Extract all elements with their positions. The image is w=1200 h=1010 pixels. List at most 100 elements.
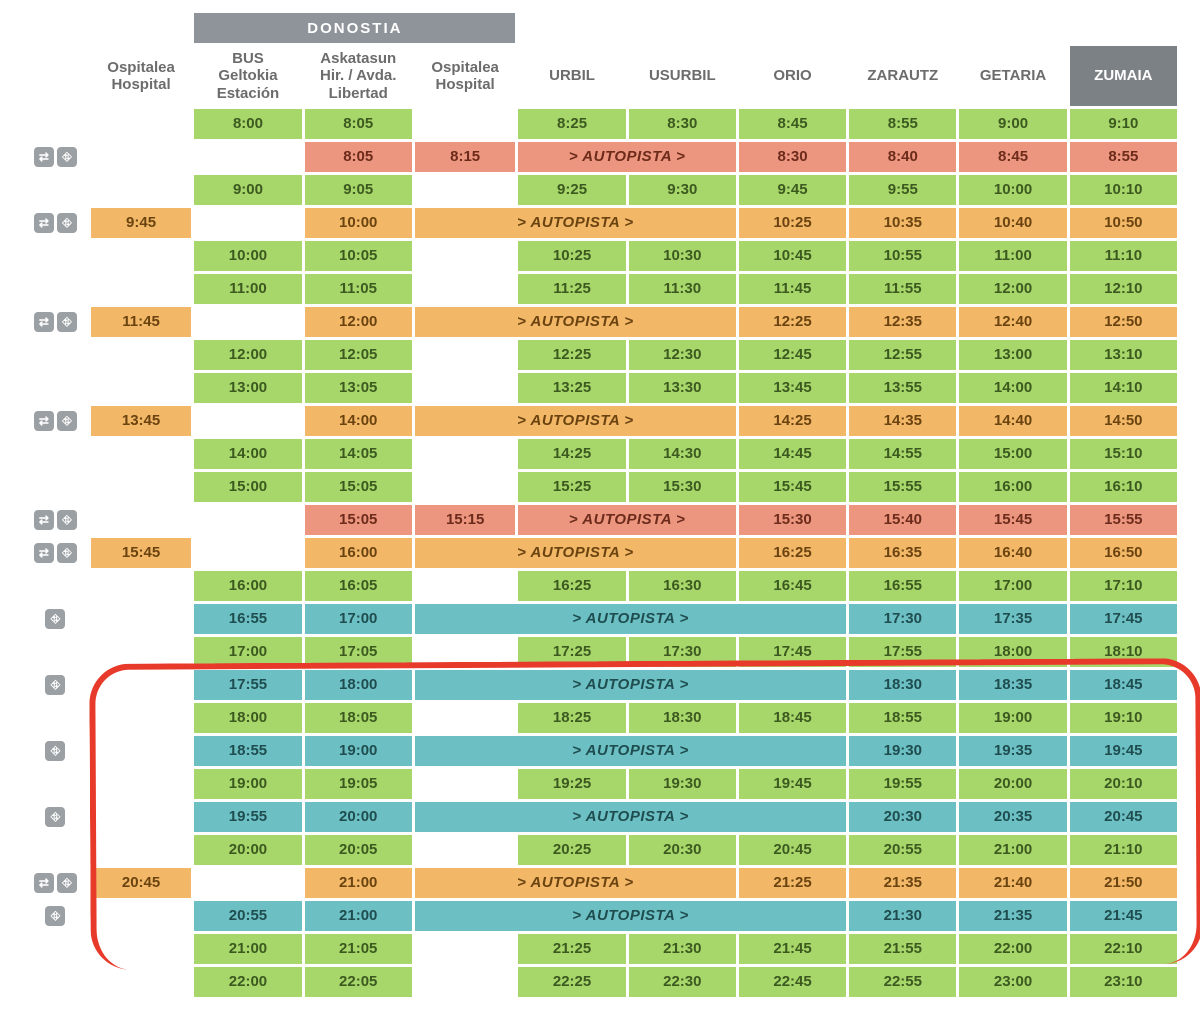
col-header-h2: OspitaleaHospital <box>415 46 516 106</box>
autopista-cell: > AUTOPISTA > <box>415 802 846 832</box>
highway-icon: ⛗ <box>57 543 77 563</box>
table-row: 9:009:059:259:309:459:5510:0010:10 <box>23 175 1177 205</box>
time-cell: 14:50 <box>1070 406 1177 436</box>
time-cell: 16:05 <box>305 571 412 601</box>
time-cell: 17:00 <box>305 604 412 634</box>
time-cell: 8:25 <box>518 109 625 139</box>
time-cell: 18:55 <box>194 736 301 766</box>
route-icons <box>23 835 88 865</box>
time-cell: 10:30 <box>629 241 736 271</box>
route-icons <box>23 637 88 667</box>
time-cell: 9:25 <box>518 175 625 205</box>
autopista-cell: > AUTOPISTA > <box>415 307 736 337</box>
exchange-icon: ⇄ <box>34 873 54 893</box>
time-cell: 15:25 <box>518 472 625 502</box>
col-header-bus: BUSGeltokiaEstación <box>194 46 301 106</box>
time-cell: 9:10 <box>1070 109 1177 139</box>
highway-icon: ⛗ <box>57 213 77 233</box>
autopista-cell: > AUTOPISTA > <box>415 670 846 700</box>
timetable-container: DONOSTIA OspitaleaHospitalBUSGeltokiaEst… <box>20 10 1180 1000</box>
time-cell: 9:45 <box>91 208 192 238</box>
time-cell: 19:05 <box>305 769 412 799</box>
time-cell: 10:00 <box>305 208 412 238</box>
table-row: ⇄⛗20:4521:00> AUTOPISTA >21:2521:3521:40… <box>23 868 1177 898</box>
time-cell: 13:05 <box>305 373 412 403</box>
route-icons: ⇄⛗ <box>23 142 88 172</box>
time-cell: 21:00 <box>194 934 301 964</box>
autopista-cell: > AUTOPISTA > <box>415 406 736 436</box>
table-row: ⇄⛗8:058:15> AUTOPISTA >8:308:408:458:55 <box>23 142 1177 172</box>
table-row: 11:0011:0511:2511:3011:4511:5512:0012:10 <box>23 274 1177 304</box>
time-cell: 15:10 <box>1070 439 1177 469</box>
exchange-icon: ⇄ <box>34 213 54 233</box>
time-cell: 15:00 <box>194 472 301 502</box>
highway-icon: ⛗ <box>45 741 65 761</box>
time-cell: 15:05 <box>305 505 412 535</box>
time-cell: 13:30 <box>629 373 736 403</box>
table-row: ⛗16:5517:00> AUTOPISTA >17:3017:3517:45 <box>23 604 1177 634</box>
time-cell: 9:30 <box>629 175 736 205</box>
time-cell: 22:10 <box>1070 934 1177 964</box>
highway-icon: ⛗ <box>45 675 65 695</box>
time-cell: 13:00 <box>959 340 1066 370</box>
time-cell: 21:40 <box>959 868 1066 898</box>
time-cell: 13:00 <box>194 373 301 403</box>
time-cell: 18:25 <box>518 703 625 733</box>
table-row: ⛗18:5519:00> AUTOPISTA >19:3019:3519:45 <box>23 736 1177 766</box>
time-cell: 16:00 <box>959 472 1066 502</box>
time-cell: 22:55 <box>849 967 956 997</box>
highway-icon: ⛗ <box>57 510 77 530</box>
time-cell: 17:10 <box>1070 571 1177 601</box>
route-icons <box>23 241 88 271</box>
time-cell: 15:15 <box>415 505 516 535</box>
time-cell: 15:45 <box>739 472 846 502</box>
time-cell: 17:30 <box>629 637 736 667</box>
time-cell: 14:55 <box>849 439 956 469</box>
time-cell: 19:55 <box>849 769 956 799</box>
time-cell: 13:45 <box>739 373 846 403</box>
time-cell: 19:10 <box>1070 703 1177 733</box>
time-cell: 17:05 <box>305 637 412 667</box>
time-cell: 18:05 <box>305 703 412 733</box>
table-row: 8:008:058:258:308:458:559:009:10 <box>23 109 1177 139</box>
time-cell: 9:05 <box>305 175 412 205</box>
route-icons: ⛗ <box>23 901 88 931</box>
time-cell: 20:00 <box>305 802 412 832</box>
table-row: ⛗20:5521:00> AUTOPISTA >21:3021:3521:45 <box>23 901 1177 931</box>
time-cell: 14:45 <box>739 439 846 469</box>
autopista-cell: > AUTOPISTA > <box>415 736 846 766</box>
col-header-orio: ORIO <box>739 46 846 106</box>
time-cell: 23:10 <box>1070 967 1177 997</box>
exchange-icon: ⇄ <box>34 147 54 167</box>
time-cell: 11:30 <box>629 274 736 304</box>
time-cell: 23:00 <box>959 967 1066 997</box>
table-head: DONOSTIA OspitaleaHospitalBUSGeltokiaEst… <box>23 13 1177 106</box>
table-row: 20:0020:0520:2520:3020:4520:5521:0021:10 <box>23 835 1177 865</box>
time-cell: 11:55 <box>849 274 956 304</box>
col-header-zarautz: ZARAUTZ <box>849 46 956 106</box>
time-cell: 13:45 <box>91 406 192 436</box>
time-cell: 18:00 <box>194 703 301 733</box>
table-row: ⛗17:5518:00> AUTOPISTA >18:3018:3518:45 <box>23 670 1177 700</box>
time-cell: 21:30 <box>849 901 956 931</box>
table-row: 13:0013:0513:2513:3013:4513:5514:0014:10 <box>23 373 1177 403</box>
time-cell: 16:50 <box>1070 538 1177 568</box>
time-cell: 13:10 <box>1070 340 1177 370</box>
time-cell: 16:30 <box>629 571 736 601</box>
time-cell: 12:25 <box>518 340 625 370</box>
time-cell: 21:25 <box>518 934 625 964</box>
time-cell: 9:55 <box>849 175 956 205</box>
time-cell: 21:00 <box>305 901 412 931</box>
time-cell: 11:05 <box>305 274 412 304</box>
time-cell: 11:45 <box>739 274 846 304</box>
col-header-h1: OspitaleaHospital <box>91 46 192 106</box>
route-icons: ⛗ <box>23 670 88 700</box>
time-cell: 13:55 <box>849 373 956 403</box>
time-cell: 11:10 <box>1070 241 1177 271</box>
col-header-zumaia: ZUMAIA <box>1070 46 1177 106</box>
time-cell: 8:55 <box>849 109 956 139</box>
time-cell: 19:45 <box>739 769 846 799</box>
time-cell: 18:55 <box>849 703 956 733</box>
highway-icon: ⛗ <box>45 807 65 827</box>
time-cell: 22:05 <box>305 967 412 997</box>
